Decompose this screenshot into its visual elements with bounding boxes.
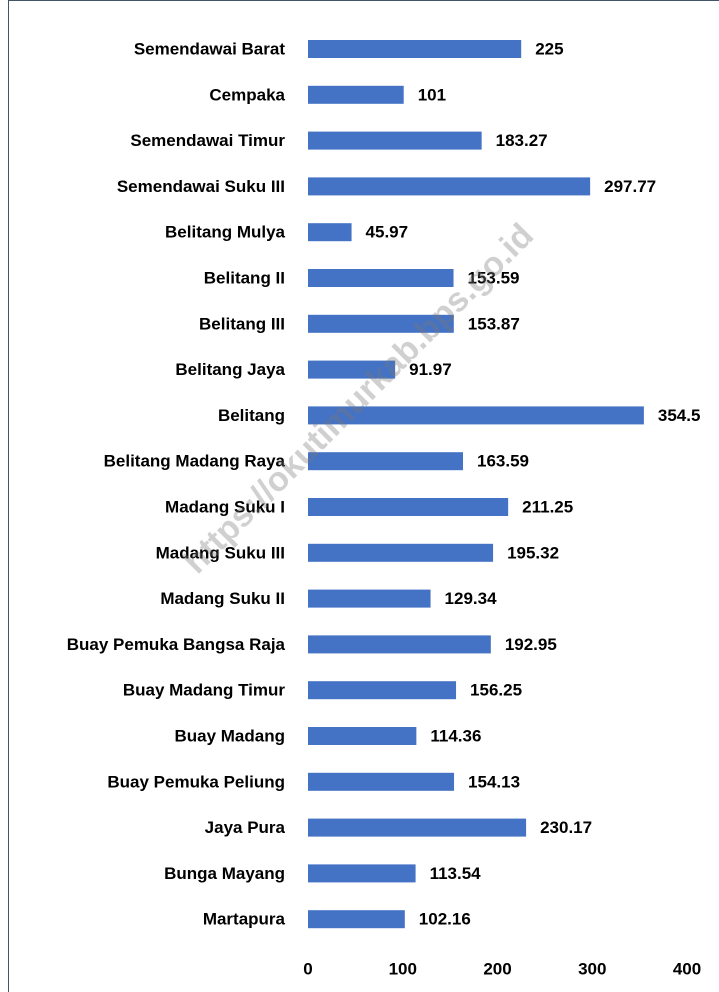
bar [308, 681, 457, 700]
x-tick-label: 200 [483, 959, 511, 978]
y-tick-label: Belitang II [204, 268, 285, 287]
bar [308, 269, 454, 287]
y-tick-label: Cempaka [209, 85, 285, 104]
bar [308, 772, 455, 791]
data-label: 91.97 [409, 360, 452, 379]
y-tick-label: Belitang Madang Raya [104, 452, 286, 471]
y-tick-label: Buay Pemuka Peliung [107, 772, 285, 791]
x-tick-label: 400 [673, 959, 701, 978]
bar [308, 314, 454, 333]
data-label: 230.17 [540, 818, 592, 837]
bar [308, 498, 509, 516]
bar [308, 177, 591, 196]
bar [308, 452, 464, 471]
data-label: 192.95 [505, 635, 557, 654]
x-tick-label: 300 [578, 959, 606, 978]
y-tick-label: Buay Pemuka Bangsa Raja [67, 635, 286, 654]
data-label: 195.32 [507, 543, 559, 562]
y-tick-label: Madang Suku II [160, 589, 285, 608]
data-label: 211.25 [522, 497, 573, 516]
data-label: 153.87 [468, 314, 520, 333]
data-label: 45.97 [366, 223, 409, 242]
y-tick-label: Belitang Mulya [165, 223, 286, 242]
bar [308, 589, 431, 608]
y-tick-label: Belitang Jaya [175, 360, 285, 379]
y-tick-label: Belitang III [199, 314, 285, 333]
bar [308, 910, 405, 929]
bar [308, 727, 417, 745]
y-tick-label: Bunga Mayang [164, 864, 285, 883]
data-label: 154.13 [468, 772, 520, 791]
data-label: 163.59 [477, 452, 529, 471]
bar [308, 85, 404, 104]
y-tick-label: Belitang [218, 406, 285, 425]
bar [308, 406, 644, 425]
data-label: 297.77 [604, 177, 656, 196]
bar [308, 864, 416, 883]
data-label: 354.5 [658, 406, 701, 425]
data-label: 114.36 [430, 726, 481, 745]
data-label: 153.59 [468, 268, 520, 287]
bar [308, 360, 396, 379]
data-label: 102.16 [419, 910, 471, 929]
bar [308, 223, 352, 242]
y-tick-label: Jaya Pura [205, 818, 286, 837]
bar [308, 818, 527, 837]
x-tick-label: 100 [389, 959, 417, 978]
data-label: 225 [535, 39, 563, 58]
bar [308, 635, 491, 654]
y-tick-label: Madang Suku III [156, 543, 285, 562]
y-tick-label: Semendawai Timur [130, 131, 285, 150]
data-label: 183.27 [496, 131, 548, 150]
data-label: 113.54 [430, 864, 482, 883]
bar [308, 131, 482, 150]
y-tick-label: Semendawai Barat [134, 39, 286, 58]
y-tick-label: Madang Suku I [165, 497, 285, 516]
y-tick-label: Semendawai Suku III [117, 177, 285, 196]
y-tick-label: Buay Madang [174, 726, 285, 745]
y-tick-label: Martapura [203, 910, 286, 929]
data-label: 156.25 [470, 681, 522, 700]
bar [308, 40, 522, 58]
bar [308, 543, 494, 562]
x-tick-label: 0 [303, 959, 312, 978]
data-label: 101 [418, 85, 446, 104]
data-label: 129.34 [445, 589, 498, 608]
y-tick-label: Buay Madang Timur [123, 681, 286, 700]
